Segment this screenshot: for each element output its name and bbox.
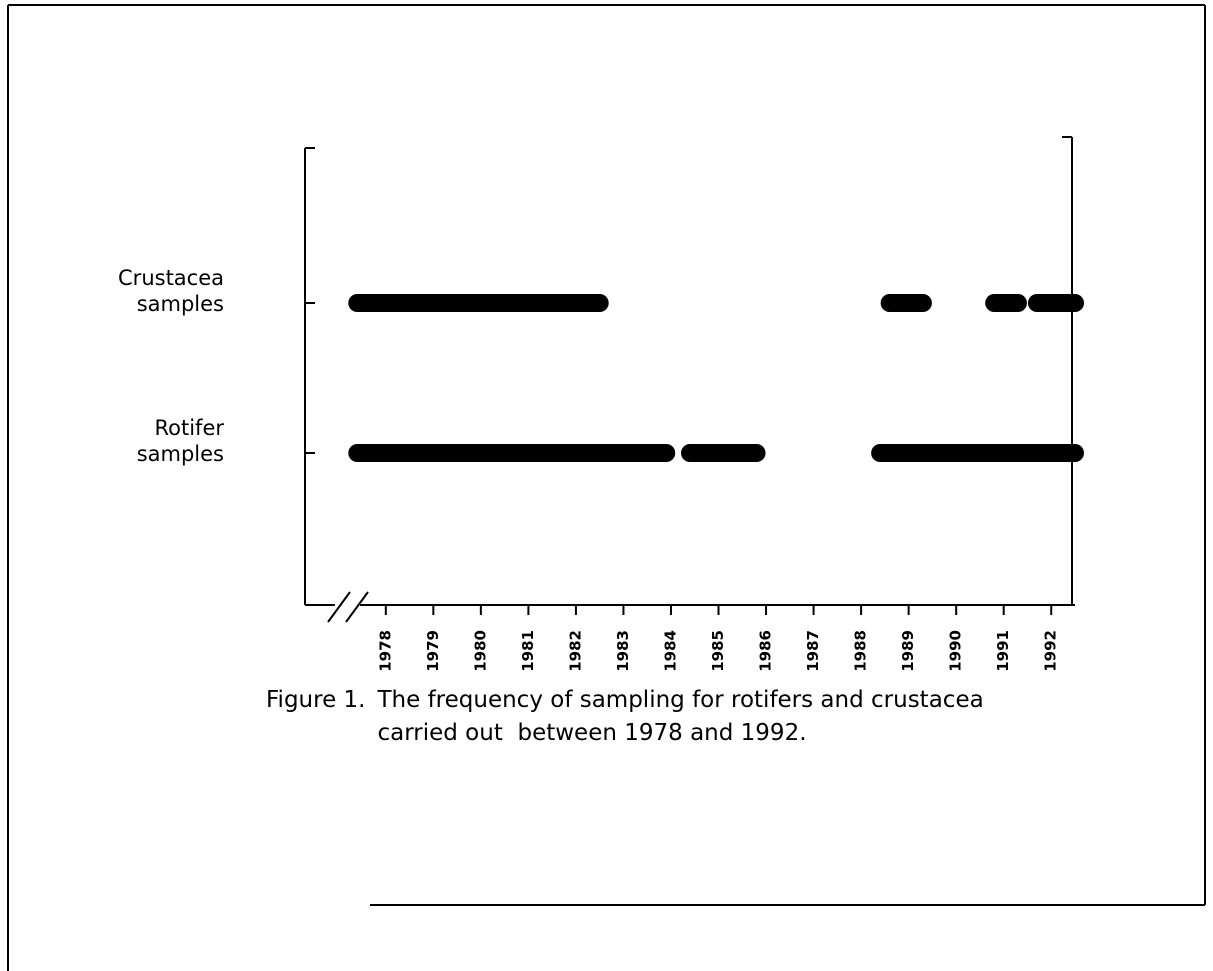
- x-tick-label: 1980: [471, 630, 489, 672]
- caption-label: Figure 1.: [266, 687, 366, 713]
- axis-break: [345, 591, 369, 623]
- x-tick-label: 1982: [566, 630, 584, 672]
- x-tick-label: 1989: [899, 630, 917, 672]
- x-tick-label: 1979: [424, 630, 442, 672]
- x-tick-label: 1986: [757, 630, 775, 672]
- y-tick-label: Crustacea samples: [118, 266, 224, 316]
- x-tick-label: 1988: [852, 630, 870, 672]
- x-tick-label: 1983: [614, 630, 632, 672]
- caption-text: The frequency of sampling for rotifers a…: [377, 687, 991, 746]
- x-tick-label: 1987: [804, 630, 822, 672]
- x-tick-label: 1985: [709, 630, 727, 672]
- x-tick-label: 1992: [1042, 630, 1060, 672]
- caption: Figure 1. The frequency of sampling for …: [266, 684, 987, 750]
- x-tick-label: 1978: [376, 630, 394, 672]
- y-tick-label: Rotifer samples: [136, 416, 224, 466]
- frame: [7, 4, 1206, 971]
- axis-break: [327, 591, 351, 623]
- x-tick-label: 1991: [994, 630, 1012, 672]
- x-tick-label: 1984: [661, 630, 679, 672]
- x-tick-label: 1990: [947, 630, 965, 672]
- x-tick-label: 1981: [519, 630, 537, 672]
